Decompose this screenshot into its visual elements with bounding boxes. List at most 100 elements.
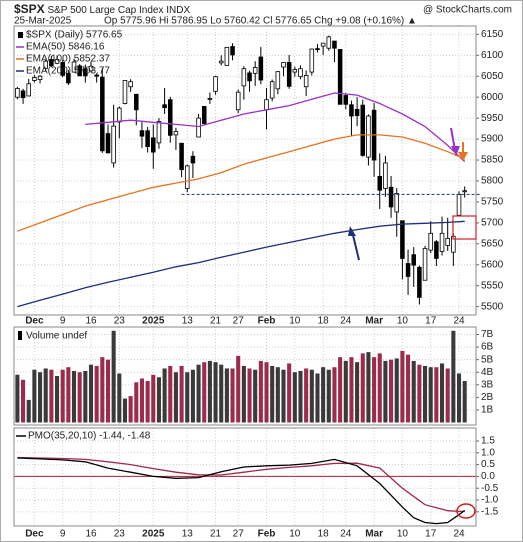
x-tick-label: 21 — [210, 316, 222, 327]
candle-body — [151, 137, 156, 153]
volume-bar — [162, 368, 167, 423]
candle-body — [37, 75, 43, 81]
arrow-head — [451, 146, 460, 156]
volume-bar — [190, 369, 195, 423]
volume-bar — [94, 365, 99, 423]
volume-bar — [383, 360, 388, 423]
candle-body — [422, 248, 428, 281]
volume-bar — [394, 358, 399, 423]
candle-body — [43, 60, 48, 69]
volume-bar — [60, 369, 65, 423]
volume-bar — [241, 365, 246, 423]
x-tick-label: Mar — [365, 316, 383, 327]
volume-bar — [287, 363, 292, 423]
volume-bar — [270, 365, 275, 423]
x-tick-label: 24 — [340, 316, 352, 327]
x-tick-label: 24 — [453, 316, 465, 327]
candle-body — [190, 155, 196, 164]
x-tick-label: 16 — [85, 316, 97, 327]
volume-bar — [230, 368, 235, 423]
volume-bar — [105, 359, 111, 423]
y-tick-label: 5600 — [481, 259, 504, 270]
candle-body — [434, 241, 439, 259]
volume-bar — [400, 350, 405, 423]
legend-title: Volume undef — [26, 331, 87, 342]
candle-body — [111, 125, 116, 164]
candle-body — [15, 88, 20, 98]
panel-border — [13, 25, 477, 316]
volume-bar — [298, 370, 303, 423]
candle-body — [201, 106, 207, 124]
y-tick-label: 0.5 — [481, 459, 495, 470]
x-tick-label: 23 — [114, 316, 126, 327]
candle-body — [417, 266, 422, 298]
y-tick-label: 6150 — [481, 29, 504, 40]
legend-label: EMA(200) 5703.77 — [26, 66, 110, 77]
volume-bar — [434, 367, 439, 423]
volume-bar — [145, 381, 150, 423]
y-tick-label: 5700 — [481, 217, 504, 228]
candle-body — [332, 40, 337, 49]
annotations — [348, 127, 477, 519]
line — [17, 134, 465, 232]
candle-body — [117, 107, 122, 123]
x-tick-label: 10 — [397, 529, 409, 540]
candle-body — [83, 68, 88, 77]
x-tick-label: 10 — [289, 529, 301, 540]
candle-body — [139, 130, 145, 137]
volume-bar — [77, 372, 82, 423]
index-name: S&P 500 Large Cap Index — [47, 5, 163, 16]
legend-label: EMA(100) 5852.37 — [26, 54, 110, 65]
candle-body — [252, 67, 258, 74]
volume-bar — [83, 370, 88, 423]
volume-bar — [372, 357, 377, 423]
candle-body — [405, 263, 411, 277]
x-tick-label: Dec — [25, 316, 44, 327]
volume-bar — [236, 355, 241, 423]
volume-bar — [253, 369, 258, 423]
candle-body — [286, 62, 292, 87]
y-tick-label: 4B — [481, 367, 494, 378]
legend-title: $SPX (Daily) 5776.65 — [26, 30, 123, 41]
candle-body — [281, 62, 286, 68]
legend-swatch — [18, 32, 23, 38]
x-tick-label: Feb — [258, 529, 276, 540]
candle-body — [388, 186, 394, 208]
volume-bar — [292, 372, 297, 423]
volume-bar — [275, 367, 280, 423]
candle-body — [213, 76, 218, 92]
y-tick-label: -0.5 — [481, 483, 499, 494]
volume-bar — [321, 367, 326, 423]
candle-body — [241, 68, 247, 87]
candle-body — [439, 232, 445, 252]
candle-body — [77, 65, 82, 77]
arrow-head — [348, 226, 356, 236]
candle-body — [94, 74, 99, 77]
volume-bar — [207, 360, 212, 423]
volume-bar — [281, 369, 286, 423]
volume-bar — [173, 372, 178, 423]
y-tick-label: 5950 — [481, 113, 504, 124]
volume-bar — [343, 360, 348, 423]
candle-body — [247, 72, 252, 82]
candle-body — [383, 162, 388, 189]
panel-border — [13, 326, 477, 426]
candle-body — [184, 165, 190, 189]
candle-body — [269, 81, 275, 99]
volume-bar — [185, 372, 190, 423]
line — [17, 220, 465, 308]
candle-body — [128, 81, 133, 88]
volume-bar — [377, 353, 382, 423]
panel-border — [13, 427, 477, 527]
x-tick-label: Dec — [25, 529, 44, 540]
candle-body — [100, 76, 105, 152]
volume-bar — [224, 368, 229, 423]
header-title: $SPX S&P 500 Large Cap Index INDX — [14, 2, 190, 16]
volume-bar — [38, 372, 43, 423]
line — [17, 457, 466, 525]
volume-bar — [117, 373, 122, 423]
y-tick-label: 5800 — [481, 176, 504, 187]
volume-bar — [202, 362, 207, 423]
y-tick-label: 5B — [481, 354, 494, 365]
exchange: INDX — [166, 5, 190, 16]
